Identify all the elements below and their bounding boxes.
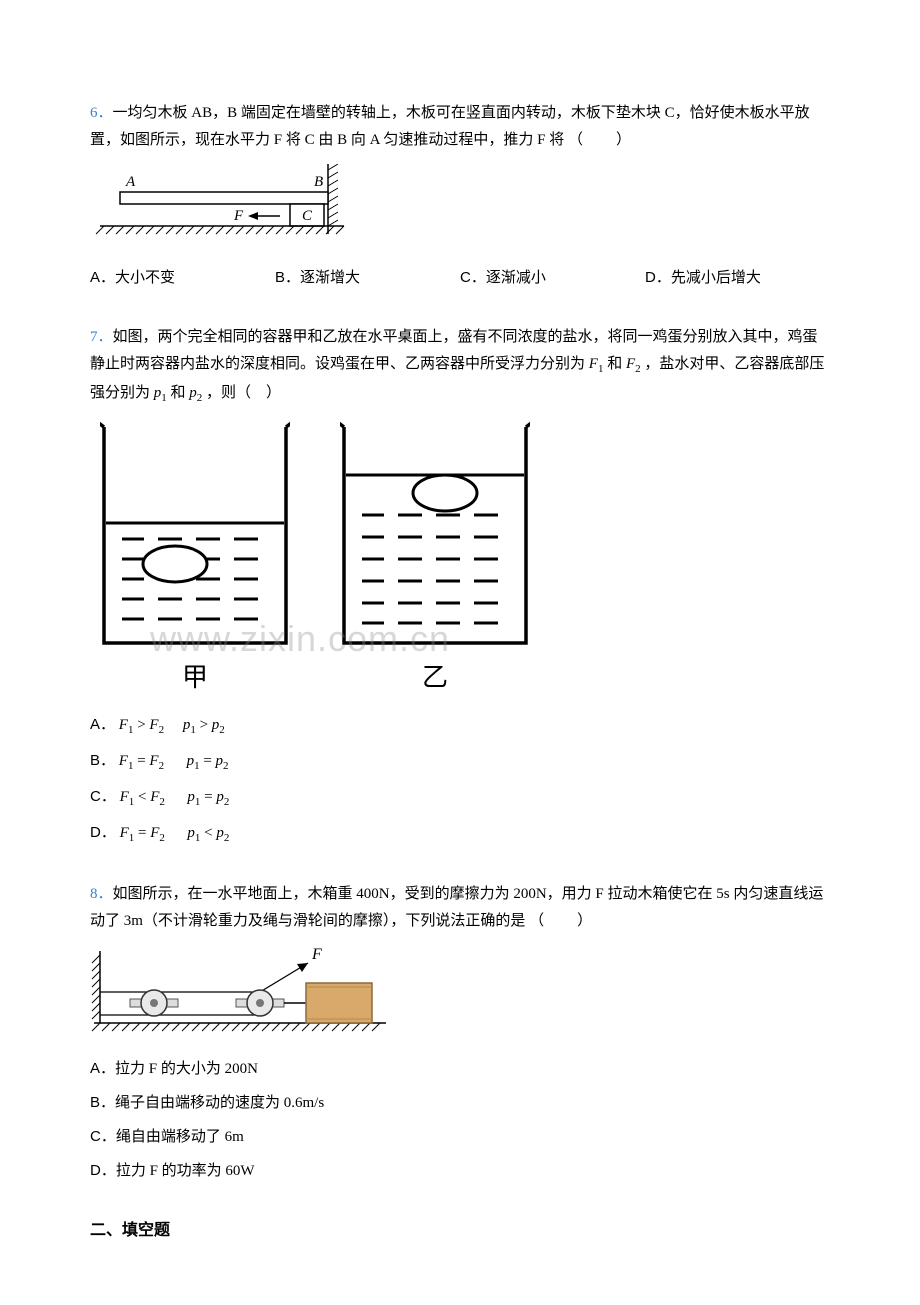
q7-text-5: ，则（ ）: [206, 385, 281, 401]
svg-text:C: C: [302, 208, 313, 224]
question-7: 7．如图，两个完全相同的容器甲和乙放在水平桌面上，盛有不同浓度的盐水，将同一鸡蛋…: [90, 324, 830, 849]
q8-option-c[interactable]: C．绳自由端移动了 6m: [90, 1123, 830, 1151]
q6-paren: （ ）: [568, 132, 632, 148]
q6-option-c[interactable]: C．逐渐减小: [460, 264, 645, 292]
q7-option-d[interactable]: D． F1 = F2 p1 < p2: [90, 819, 830, 849]
q6-opt-c-text: 逐渐减小: [486, 270, 546, 286]
q8-options: A．拉力 F 的大小为 200N B．绳子自由端移动的速度为 0.6m/s C．…: [90, 1055, 830, 1185]
beaker-yi: [340, 419, 530, 649]
q6-opt-a-text: 大小不变: [115, 270, 175, 286]
q8-diagram: F: [90, 945, 830, 1045]
q8-text: 如图所示，在一水平地面上，木箱重 400N，受到的摩擦力为 200N，用力 F …: [90, 886, 823, 929]
svg-text:B: B: [314, 174, 323, 190]
question-6: 6．一均匀木板 AB，B 端固定在墙壁的转轴上，木板可在竖直面内转动，木板下垫木…: [90, 100, 830, 292]
beaker-yi-wrap: 乙: [340, 419, 530, 702]
svg-text:A: A: [125, 174, 136, 190]
q6-number: 6．: [90, 105, 113, 121]
q6-opt-b-text: 逐渐增大: [300, 270, 360, 286]
q6-text: 一均匀木板 AB，B 端固定在墙壁的转轴上，木板可在竖直面内转动，木板下垫木块 …: [90, 105, 810, 148]
svg-text:F: F: [233, 208, 244, 224]
q7-options: A． F1 > F2 p1 > p2 B． F1 = F2 p1 = p2 C．…: [90, 711, 830, 848]
question-8: 8．如图所示，在一水平地面上，木箱重 400N，受到的摩擦力为 200N，用力 …: [90, 881, 830, 1185]
q7-text-4: 和: [171, 385, 186, 401]
q8-number: 8．: [90, 886, 113, 902]
q8-svg: F: [90, 945, 390, 1035]
q8-option-b[interactable]: B．绳子自由端移动的速度为 0.6m/s: [90, 1089, 830, 1117]
q7-option-b[interactable]: B． F1 = F2 p1 = p2: [90, 747, 830, 777]
q8-option-a[interactable]: A．拉力 F 的大小为 200N: [90, 1055, 830, 1083]
q8-opt-d-text: 拉力 F 的功率为 60W: [116, 1163, 255, 1179]
q7-F2: F: [626, 356, 635, 372]
section-2-heading: 二、填空题: [90, 1217, 830, 1246]
q7-number: 7．: [90, 329, 113, 345]
q8-opt-c-text: 绳自由端移动了 6m: [116, 1129, 244, 1145]
q7-text-2: 和: [607, 356, 622, 372]
q6-option-b[interactable]: B．逐渐增大: [275, 264, 460, 292]
q6-svg: A B C F: [90, 164, 350, 244]
q8-opt-b-text: 绳子自由端移动的速度为 0.6m/s: [115, 1095, 324, 1111]
q7-p2: p: [189, 385, 197, 401]
q7-option-c[interactable]: C． F1 < F2 p1 = p2: [90, 783, 830, 813]
q6-diagram: A B C F: [90, 164, 830, 254]
q8-paren: （ ）: [529, 913, 593, 929]
beaker-jia: [100, 419, 290, 649]
q6-options: A．大小不变 B．逐渐增大 C．逐渐减小 D．先减小后增大: [90, 264, 830, 292]
q6-option-d[interactable]: D．先减小后增大: [645, 264, 830, 292]
q6-option-a[interactable]: A．大小不变: [90, 264, 275, 292]
q6-opt-d-text: 先减小后增大: [671, 270, 761, 286]
svg-text:F: F: [311, 946, 322, 963]
beaker-jia-label: 甲: [182, 655, 208, 702]
beaker-yi-label: 乙: [422, 655, 448, 702]
q8-opt-a-text: 拉力 F 的大小为 200N: [115, 1061, 258, 1077]
q7-beakers: 甲 乙: [100, 419, 830, 702]
q8-option-d[interactable]: D．拉力 F 的功率为 60W: [90, 1157, 830, 1185]
q7-figure-wrap: 甲 乙: [90, 419, 830, 702]
q7-F1: F: [589, 356, 598, 372]
q7-option-a[interactable]: A． F1 > F2 p1 > p2: [90, 711, 830, 741]
beaker-jia-wrap: 甲: [100, 419, 290, 702]
